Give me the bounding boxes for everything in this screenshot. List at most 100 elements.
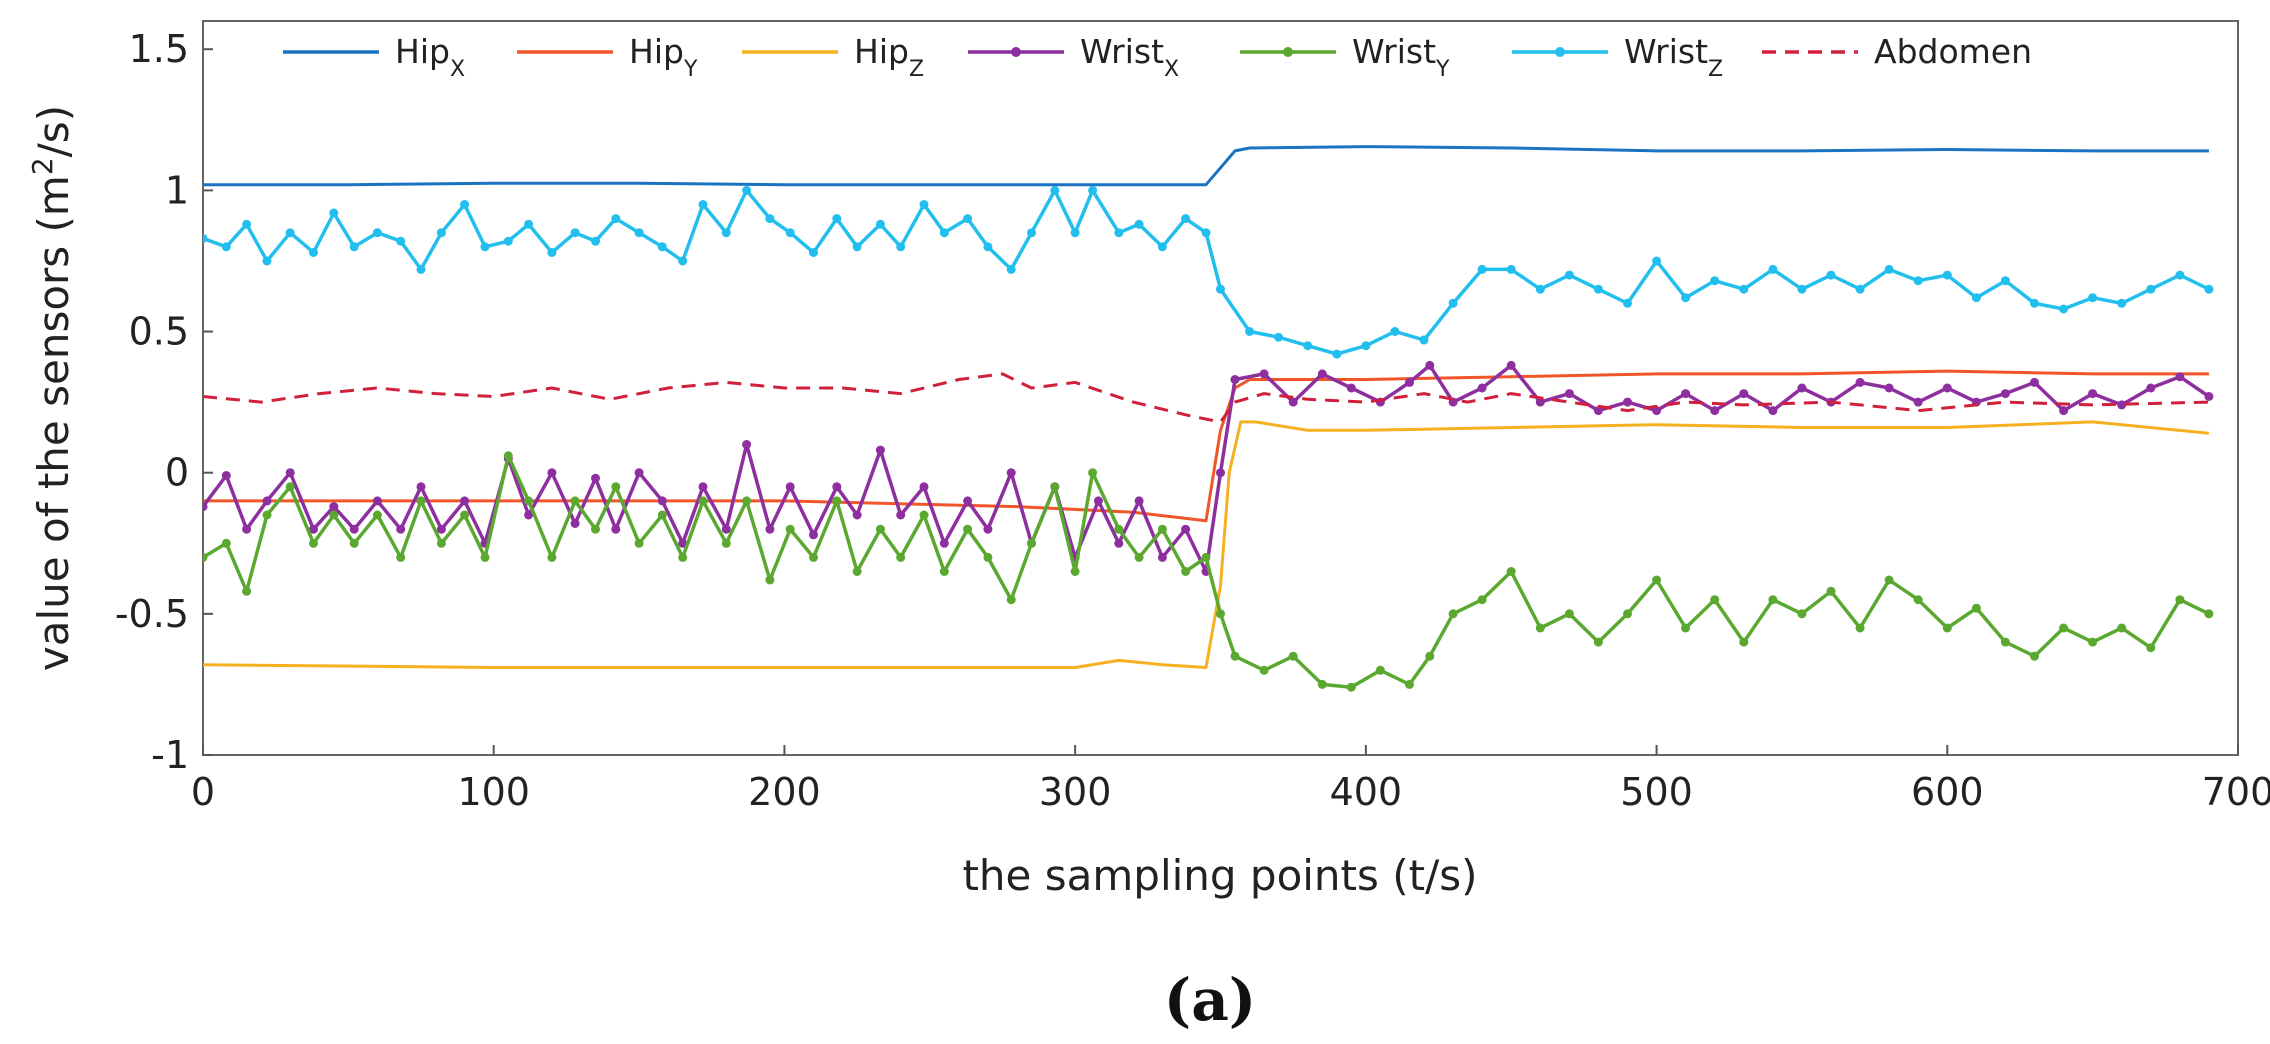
point-wrist-y-31 — [875, 524, 885, 534]
point-wrist-z-58 — [1535, 284, 1545, 294]
legend-entry-wrist-y: WristY — [1240, 32, 1450, 82]
point-wrist-x-37 — [1006, 468, 1016, 478]
point-wrist-x-8 — [372, 496, 382, 506]
point-wrist-z-3 — [262, 256, 272, 266]
point-wrist-y-11 — [436, 538, 446, 548]
point-wrist-y-17 — [570, 496, 580, 506]
point-wrist-x-78 — [2088, 389, 2098, 399]
point-wrist-z-19 — [611, 214, 621, 224]
point-wrist-z-14 — [503, 236, 513, 246]
point-wrist-x-20 — [634, 468, 644, 478]
point-wrist-z-74 — [2000, 276, 2010, 286]
point-wrist-x-9 — [396, 524, 406, 534]
point-wrist-y-23 — [698, 496, 708, 506]
point-wrist-x-18 — [591, 473, 600, 483]
x-axis-label: the sampling points (t/s) — [962, 851, 1477, 900]
point-wrist-y-8 — [372, 510, 382, 520]
point-wrist-y-54 — [1405, 679, 1414, 689]
point-wrist-z-77 — [2088, 293, 2098, 303]
point-wrist-y-66 — [1739, 637, 1749, 647]
x-tick-label-3: 300 — [1039, 770, 1112, 814]
point-wrist-y-63 — [1652, 575, 1662, 585]
point-wrist-z-30 — [852, 242, 862, 252]
point-wrist-z-63 — [1681, 293, 1691, 303]
point-wrist-x-22 — [678, 538, 688, 548]
point-wrist-z-8 — [372, 228, 382, 238]
point-wrist-x-45 — [1181, 524, 1191, 534]
point-wrist-z-67 — [1797, 284, 1807, 294]
point-wrist-x-79 — [2117, 400, 2127, 410]
point-wrist-x-60 — [1564, 389, 1574, 399]
point-wrist-z-55 — [1448, 298, 1458, 308]
point-wrist-z-28 — [809, 248, 818, 257]
point-wrist-y-15 — [524, 496, 534, 506]
point-wrist-x-29 — [832, 482, 842, 492]
legend-label-wrist-z: WristZ — [1624, 32, 1723, 82]
point-wrist-z-70 — [1884, 264, 1894, 274]
point-wrist-z-21 — [657, 242, 667, 252]
legend-label-name-hip-x: Hip — [395, 32, 450, 71]
point-wrist-x-19 — [611, 524, 621, 534]
point-wrist-x-33 — [919, 482, 929, 492]
legend-entry-wrist-x: WristX — [968, 32, 1179, 82]
legend-entry-hip-z: HipZ — [742, 32, 924, 82]
point-wrist-x-12 — [460, 496, 470, 506]
point-wrist-z-40 — [1070, 228, 1080, 238]
point-wrist-y-41 — [1088, 468, 1098, 478]
series-wrist-y — [203, 451, 2214, 692]
point-wrist-x-21 — [657, 496, 667, 506]
point-wrist-z-45 — [1181, 214, 1191, 224]
point-wrist-z-39 — [1050, 185, 1060, 195]
point-wrist-y-53 — [1375, 665, 1385, 675]
point-wrist-z-24 — [721, 228, 731, 238]
point-wrist-z-23 — [698, 200, 708, 209]
point-wrist-y-26 — [765, 575, 775, 585]
series-line-wrist-z — [203, 188, 2210, 356]
point-wrist-y-47 — [1216, 609, 1225, 619]
point-wrist-x-80 — [2146, 383, 2156, 393]
y-tick-label-3: 0.5 — [129, 310, 189, 354]
point-wrist-y-7 — [349, 538, 359, 548]
point-wrist-x-55 — [1425, 360, 1435, 370]
point-wrist-x-76 — [2030, 377, 2039, 387]
point-wrist-y-2 — [242, 586, 252, 596]
legend-label-name-wrist-z: Wrist — [1624, 32, 1708, 71]
point-wrist-y-51 — [1317, 679, 1327, 689]
point-wrist-z-59 — [1564, 270, 1574, 280]
point-wrist-x-3 — [262, 496, 272, 506]
point-wrist-y-43 — [1134, 552, 1144, 562]
point-wrist-z-7 — [349, 242, 359, 252]
point-wrist-z-80 — [2175, 270, 2185, 280]
x-tick-label-2: 200 — [748, 770, 821, 814]
legend-label-hip-y: HipY — [629, 32, 698, 82]
series-wrist-z — [203, 185, 2214, 359]
point-wrist-z-4 — [285, 228, 295, 238]
legend: HipX HipY HipZ WristX WristY WristZ Abdomen — [283, 32, 2032, 82]
point-wrist-z-17 — [570, 228, 580, 238]
point-wrist-z-5 — [309, 248, 318, 257]
point-wrist-x-42 — [1114, 538, 1124, 548]
point-wrist-z-33 — [919, 200, 929, 209]
point-wrist-z-53 — [1390, 327, 1400, 336]
point-wrist-x-71 — [1884, 383, 1894, 393]
y-axis-label-main: value of the sensors (m — [29, 175, 78, 671]
point-wrist-x-50 — [1288, 397, 1298, 407]
legend-entry-wrist-z: WristZ — [1512, 32, 1723, 82]
point-wrist-y-59 — [1535, 623, 1545, 633]
point-wrist-y-60 — [1564, 609, 1574, 619]
point-wrist-z-56 — [1477, 264, 1487, 274]
point-wrist-x-67 — [1768, 406, 1778, 416]
y-tick-label-2: 0 — [165, 451, 189, 495]
point-wrist-y-48 — [1230, 651, 1240, 661]
point-wrist-x-64 — [1681, 389, 1691, 399]
point-wrist-y-37 — [1006, 595, 1016, 605]
point-wrist-y-58 — [1506, 567, 1516, 576]
point-wrist-x-70 — [1855, 377, 1865, 387]
point-wrist-z-75 — [2030, 298, 2039, 308]
point-wrist-y-77 — [2059, 623, 2069, 633]
point-wrist-x-73 — [1942, 383, 1952, 393]
point-wrist-z-11 — [436, 228, 446, 238]
series-line-hip-z — [203, 420, 2210, 669]
legend-label-sub-wrist-z: Z — [1708, 57, 1723, 82]
point-wrist-x-26 — [765, 524, 775, 534]
